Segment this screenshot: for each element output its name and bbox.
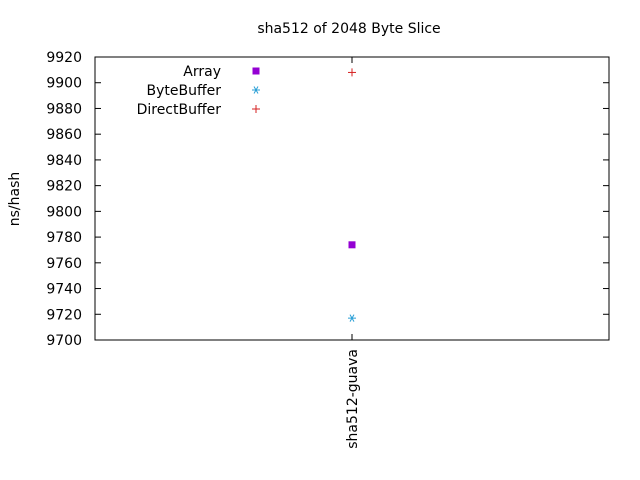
y-tick-label: 9800	[46, 204, 82, 220]
y-axis-ticks: 9700 9720 9740 9760 9780 9800 9820 9840 9860 9880…	[46, 50, 609, 349]
y-tick: 9900	[46, 76, 609, 92]
data-point	[348, 68, 356, 77]
data-point	[348, 241, 356, 249]
y-tick: 9920	[46, 50, 82, 66]
y-tick-label: 9860	[46, 127, 82, 143]
y-tick-label: 9820	[46, 179, 82, 195]
legend-label: ByteBuffer	[147, 83, 222, 99]
y-tick: 9860	[46, 127, 609, 143]
x-axis-ticks: sha512-guava	[345, 57, 361, 449]
y-tick-label: 9740	[46, 282, 82, 298]
y-tick: 9740	[46, 282, 609, 298]
y-axis-label: ns/hash	[7, 172, 23, 227]
legend-marker	[252, 105, 260, 113]
y-tick: 9880	[46, 101, 609, 117]
x-tick: sha512-guava	[345, 57, 361, 449]
y-tick-label: 9840	[46, 153, 82, 169]
legend-marker	[252, 67, 260, 75]
legend-marker	[252, 86, 260, 94]
y-tick-label: 9900	[46, 76, 82, 92]
y-tick: 9840	[46, 153, 609, 169]
y-tick: 9780	[46, 230, 609, 246]
y-tick-label: 9920	[46, 50, 82, 66]
y-tick: 9800	[46, 204, 609, 220]
y-tick-label: 9720	[46, 307, 82, 323]
chart-title: sha512 of 2048 Byte Slice	[257, 21, 440, 37]
y-tick-label: 9760	[46, 256, 82, 272]
legend: Array ByteBuffer DirectBuffer	[137, 64, 260, 118]
data-point	[348, 314, 356, 322]
legend-entry: ByteBuffer	[147, 83, 260, 99]
y-tick: 9820	[46, 179, 609, 195]
plot-frame	[94, 56, 610, 341]
y-tick: 9720	[46, 307, 609, 323]
legend-label: DirectBuffer	[137, 102, 222, 118]
legend-label: Array	[183, 64, 221, 80]
data-points	[348, 68, 356, 322]
y-tick: 9700	[46, 333, 82, 349]
y-tick: 9760	[46, 256, 609, 272]
legend-entry: Array	[183, 64, 260, 80]
x-tick-label: sha512-guava	[345, 349, 361, 449]
legend-entry: DirectBuffer	[137, 102, 260, 118]
y-tick-label: 9700	[46, 333, 82, 349]
y-tick-label: 9780	[46, 230, 82, 246]
y-tick-label: 9880	[46, 101, 82, 117]
